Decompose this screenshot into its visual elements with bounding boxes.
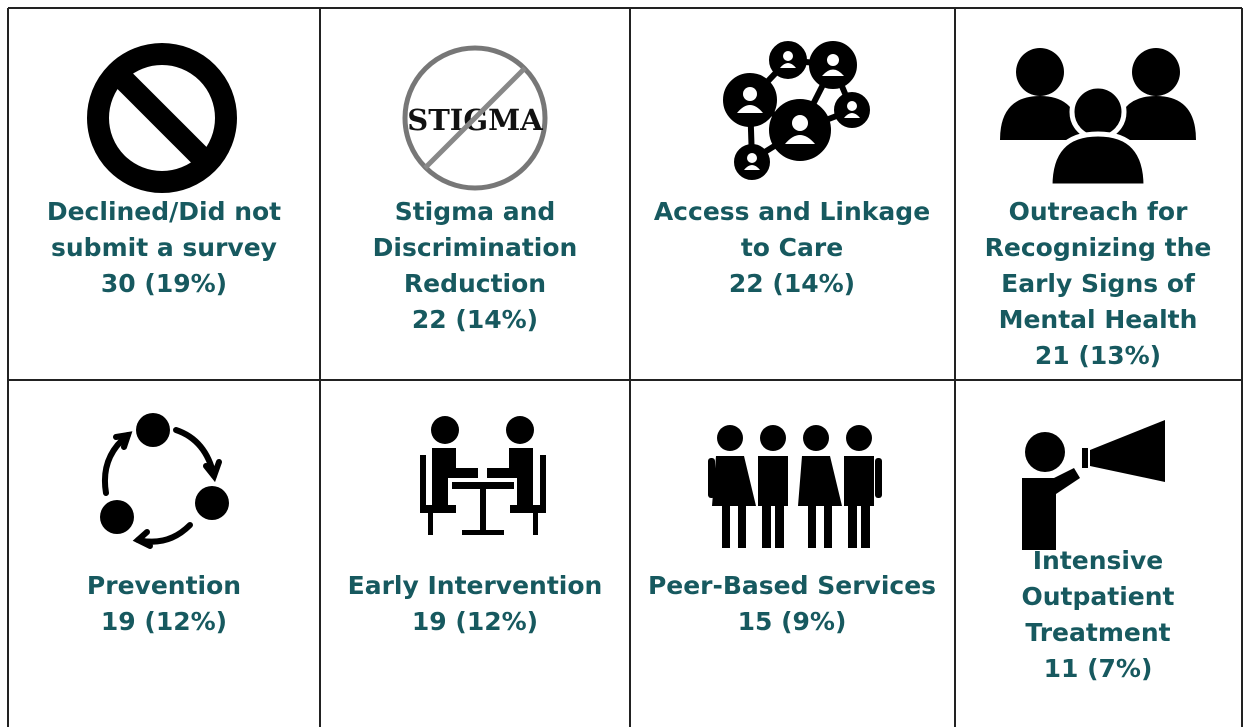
cell-count: 21 (13%) [1035,341,1161,370]
cell-label: Mental Health [999,305,1198,334]
cell-label: Declined/Did not [47,197,281,226]
cell-count: 15 (9%) [738,607,847,636]
cell-label: to Care [741,233,843,262]
megaphone-icon [1022,420,1165,550]
cell-label: Early Intervention [348,571,603,600]
cell-label: Peer-Based Services [648,571,936,600]
prohibition-icon [87,43,237,193]
cell-label: Early Signs of [1001,269,1196,298]
cell-count: 11 (7%) [1044,654,1153,683]
cell-label: Access and Linkage [654,197,930,226]
cell-count: 22 (14%) [729,269,855,298]
network-icon [723,41,870,180]
cycle-icon [100,413,229,549]
cell-label: Discrimination [373,233,578,262]
group-icon [1000,48,1196,189]
peers-icon [708,425,882,548]
cell-label: submit a survey [51,233,277,262]
stigma-icon: STIGMA [402,45,548,191]
cell-label: Reduction [404,269,546,298]
cell-label: Prevention [87,571,241,600]
meeting-icon [420,416,546,535]
cell-count: 30 (19%) [101,269,227,298]
cell-count: 19 (12%) [101,607,227,636]
cell-label: Outpatient [1022,582,1175,611]
cell-label: Stigma and [395,197,556,226]
cell-label: Treatment [1025,618,1170,647]
table-grid [7,7,1243,727]
cell-label: Intensive [1033,546,1164,575]
cell-count: 22 (14%) [412,305,538,334]
cell-label: Recognizing the [985,233,1212,262]
cell-count: 19 (12%) [412,607,538,636]
cell-label: Outreach for [1009,197,1189,226]
